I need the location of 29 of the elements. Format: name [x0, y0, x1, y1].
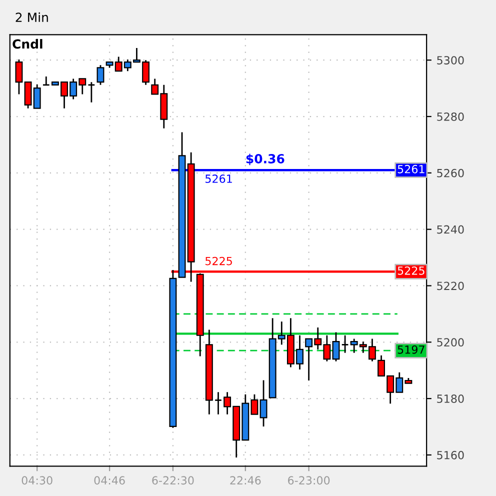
y-tick-label: 5240 — [437, 225, 464, 234]
annotation: Cndl — [12, 39, 42, 49]
candlestick — [96, 64, 104, 86]
candlestick — [214, 391, 222, 416]
x-tick-label: 04:46 — [94, 476, 125, 485]
y-tick-label: 5180 — [437, 394, 464, 403]
annotation: $0.36 — [246, 154, 284, 166]
candlestick — [260, 380, 268, 428]
x-tick-label: 22:46 — [230, 476, 261, 485]
y-tick-label: 5200 — [437, 338, 464, 347]
y-tick-label: 5260 — [437, 168, 464, 178]
candlestick — [15, 58, 23, 95]
candlestick — [332, 332, 340, 362]
text: 5261 — [206, 174, 232, 183]
ref-line-label: 5197 — [398, 345, 424, 354]
candlestick — [42, 76, 50, 86]
candlestick — [88, 81, 96, 104]
text: 5225 — [206, 256, 232, 266]
chart-title: 2 Min — [16, 12, 48, 22]
y-tick-label: 5220 — [437, 282, 464, 290]
x-tick-label: 04:30 — [22, 476, 52, 485]
x-tick-label: 6-22:30 — [152, 476, 194, 485]
y-tick-label: 5300 — [437, 56, 464, 64]
ref-line-label: 5225 — [398, 266, 424, 275]
ref-line-label: 5261 — [398, 164, 424, 174]
y-tick-label: 5280 — [437, 112, 464, 121]
y-tick-label: 5160 — [437, 450, 464, 460]
candlestick — [341, 334, 349, 354]
x-tick-label: 6-23:00 — [288, 476, 330, 485]
